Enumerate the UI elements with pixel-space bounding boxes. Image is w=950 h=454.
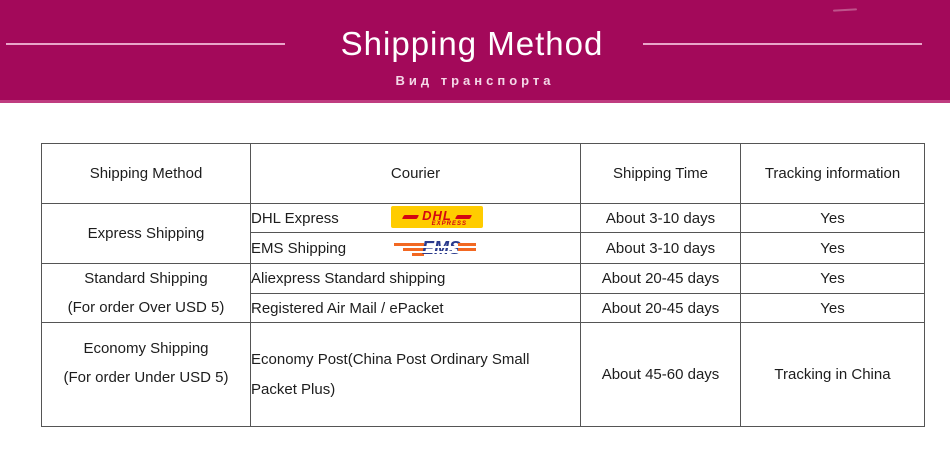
method-label: Economy Shipping (For order Under USD 5) [43,334,250,392]
method-line2: (For order Under USD 5) [63,368,229,386]
courier-label: DHL Express [251,209,339,227]
courier-label: EMS Shipping [251,239,347,257]
time-cell: About 3-10 days [580,203,741,233]
time-cell: About 20-45 days [580,293,741,323]
courier-cell-dhl: DHL Express DHL EXPRESS [250,203,581,233]
method-line2: (For order Over USD 5) [67,299,225,316]
banner-scratch-mark [832,8,858,12]
table-row-ems: EMS Shipping EMS About 3-10 days Yes [42,232,925,264]
page-title: Shipping Method [340,25,604,62]
dhl-logo-icon: DHL EXPRESS [391,206,483,228]
method-line1: Economy Shipping [83,339,209,357]
tracking-cell: Yes [740,203,925,233]
table-row-dhl: Express Shipping DHL Express DHL EXPRESS… [41,203,925,264]
header-shipping-time: Shipping Time [580,143,741,204]
tracking-cell: Yes [740,232,925,264]
ems-logo-icon: EMS [394,237,476,263]
courier-line2: Packet Plus) [251,380,336,398]
time-cell: About 3-10 days [580,232,741,264]
table-row-economy: Economy Shipping (For order Under USD 5)… [41,322,925,427]
dhl-express-text: EXPRESS [431,221,467,227]
header-banner: Shipping Method Вид транспорта [0,0,950,103]
title-divider-right [643,43,922,45]
courier-cell-economy: Economy Post(China Post Ordinary Small P… [250,322,581,427]
tracking-cell: Yes [740,262,925,295]
time-cell: About 20-45 days [580,262,741,295]
banner-bottom-accent [0,100,950,103]
ems-speed-line [422,246,460,248]
method-line1: Standard Shipping [84,270,208,287]
courier-cell: Registered Air Mail / ePacket [250,293,581,323]
ems-speed-line [422,251,460,253]
tracking-cell: Tracking in China [740,322,925,427]
header-tracking-information: Tracking information [740,143,925,204]
table-row-aliexpress-standard: Standard Shipping (For order Over USD 5)… [41,262,925,323]
header-shipping-method: Shipping Method [41,143,251,204]
method-cell-express: Express Shipping [41,203,251,264]
title-divider-left [6,43,285,45]
method-cell-economy: Economy Shipping (For order Under USD 5) [41,322,251,427]
title-row: Shipping Method [0,24,950,64]
shipping-methods-table: Shipping Method Courier Shipping Time Tr… [41,143,925,427]
dhl-logo-text: DHL [422,207,452,223]
ems-stripes-right [458,243,476,253]
page-subtitle: Вид транспорта [395,73,555,88]
tracking-cell: Yes [740,293,925,323]
courier-cell: Aliexpress Standard shipping [250,262,581,295]
ems-stripes-left [394,243,424,258]
ems-logo-text: EMS [422,238,462,258]
method-cell-standard: Standard Shipping (For order Over USD 5) [41,263,251,323]
header-courier: Courier [250,143,581,204]
courier-line1: Economy Post(China Post Ordinary Small [251,350,530,368]
table-header-row: Shipping Method Courier Shipping Time Tr… [41,143,925,204]
dhl-stripe-left [402,215,420,219]
courier-cell-ems: EMS Shipping EMS [250,232,581,264]
dhl-stripe-right [454,215,472,219]
time-cell: About 45-60 days [580,322,741,427]
